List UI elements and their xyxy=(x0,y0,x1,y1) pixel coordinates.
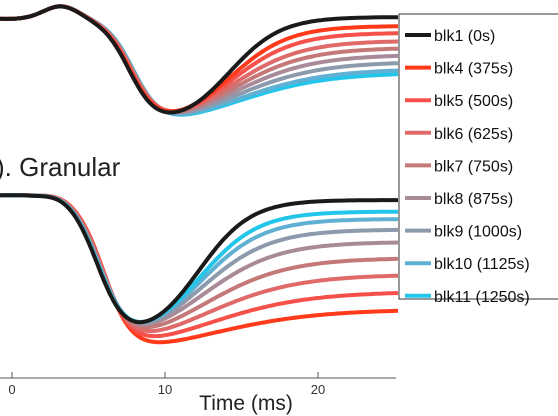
panel-label: ). Granular xyxy=(0,152,121,182)
x-axis-title: Time (ms) xyxy=(199,392,293,415)
bottom-series-line xyxy=(0,193,398,330)
top-panel-lines xyxy=(0,4,398,117)
top-series-line xyxy=(0,4,398,115)
bottom-series-line xyxy=(0,193,398,325)
x-tick-label: 10 xyxy=(158,382,172,397)
legend-label: blk11 (1250s) xyxy=(434,289,530,306)
legend-label: blk6 (625s) xyxy=(434,126,513,143)
legend-label: blk7 (750s) xyxy=(434,158,513,175)
legend-box xyxy=(398,13,558,300)
legend-label: blk4 (375s) xyxy=(434,61,513,78)
legend-label: blk10 (1125s) xyxy=(434,256,530,273)
legend-label: blk9 (1000s) xyxy=(434,224,522,241)
legend-label: blk5 (500s) xyxy=(434,93,513,110)
legend-items: blk1 (0s) blk4 (375s) blk5 (500s) blk6 (625… xyxy=(405,28,530,306)
legend-label: blk8 (875s) xyxy=(434,191,513,208)
x-tick-label: 0 xyxy=(8,382,15,397)
bottom-series-line xyxy=(0,193,398,324)
top-series-line xyxy=(0,4,398,114)
bottom-panel-lines xyxy=(0,193,398,345)
x-tick-label: 20 xyxy=(311,382,325,397)
legend: blk1 (0s) blk4 (375s) blk5 (500s) blk6 (625… xyxy=(398,13,558,306)
x-axis: 0 10 20 Time (ms) xyxy=(0,372,396,415)
x-ticks: 0 10 20 xyxy=(8,372,325,397)
legend-label: blk1 (0s) xyxy=(434,28,495,45)
